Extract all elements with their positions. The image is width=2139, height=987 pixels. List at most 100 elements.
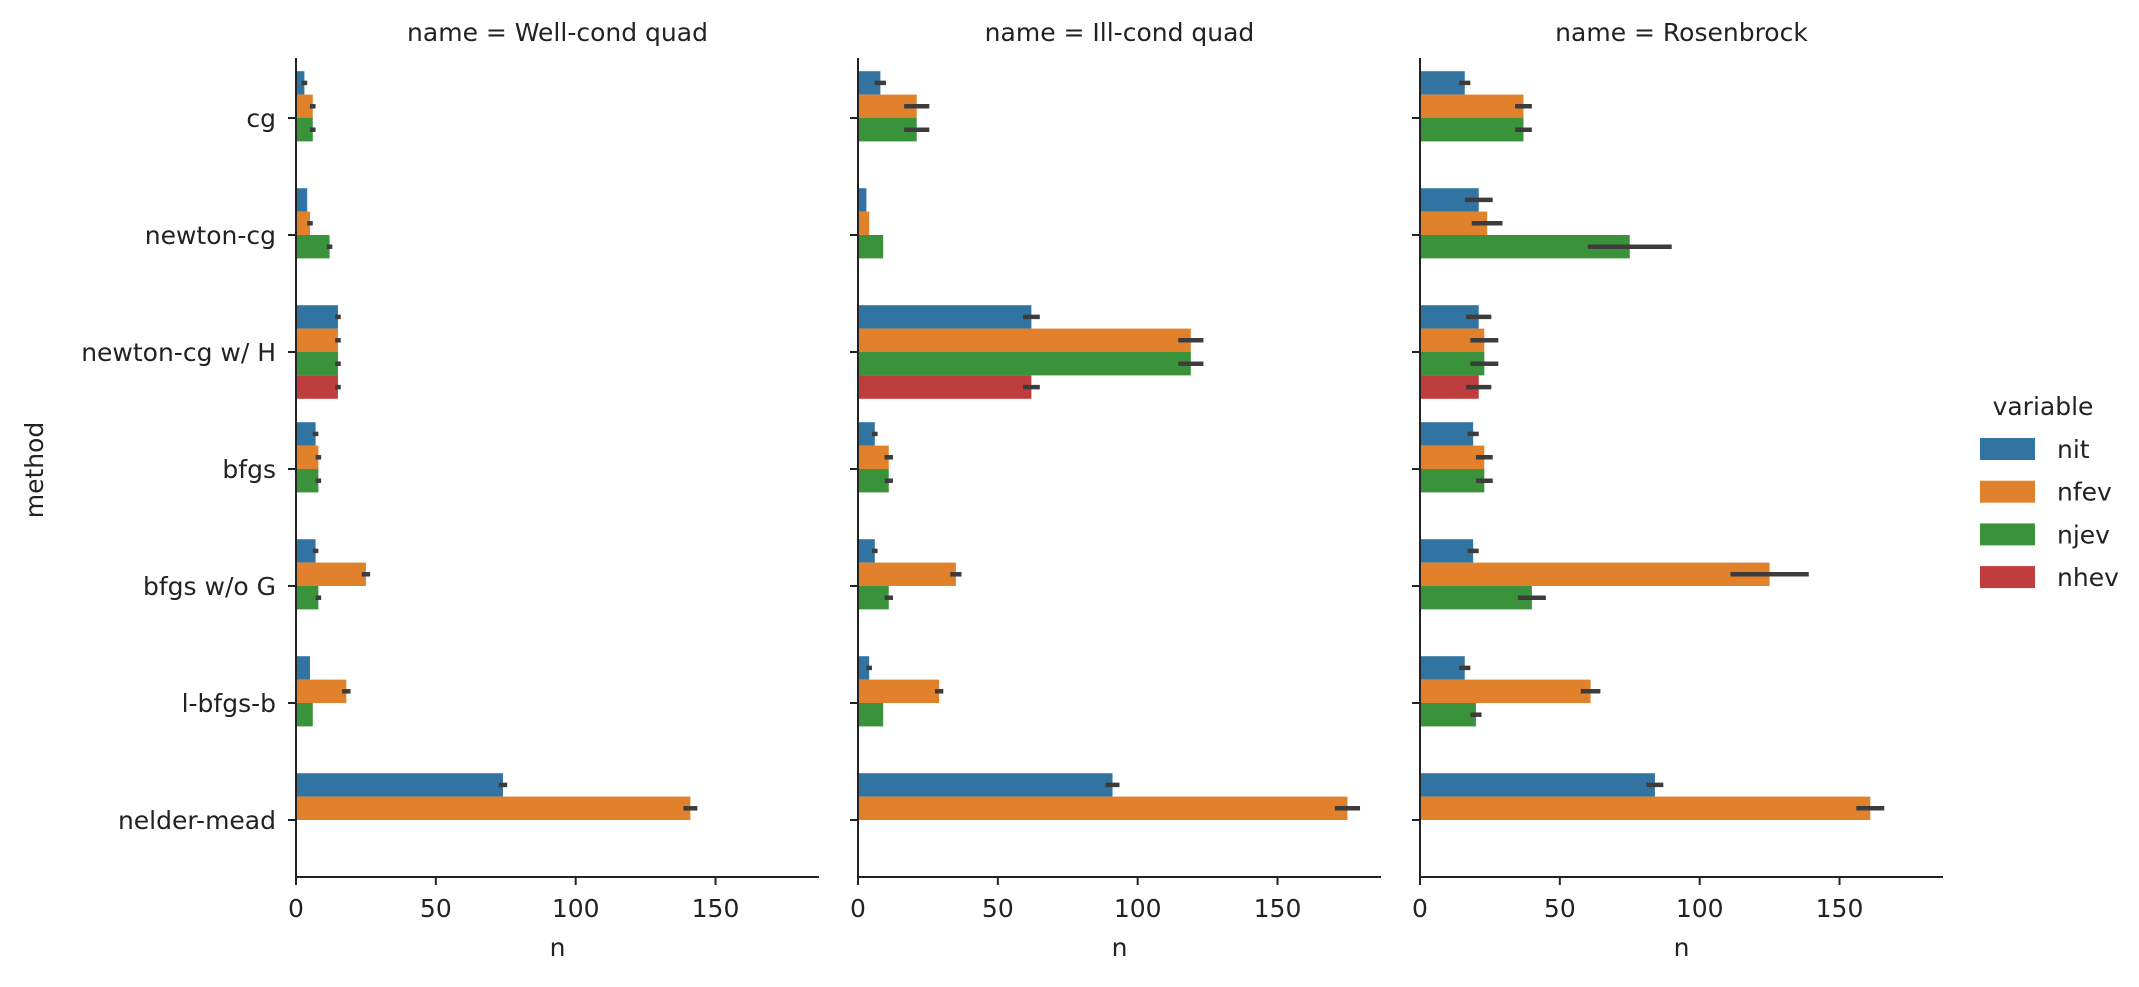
bar-nfev <box>296 328 338 352</box>
x-tick-label: 0 <box>850 894 866 923</box>
bar-njev <box>858 586 889 610</box>
bar-njev <box>296 703 313 727</box>
bar-nfev <box>296 679 347 703</box>
bar-nit <box>296 539 316 563</box>
bar-nfev <box>858 94 917 118</box>
bar-njev <box>296 235 330 259</box>
legend-label-njev: njev <box>2057 520 2110 549</box>
bar-nhev <box>296 375 338 399</box>
bar-njev <box>296 586 319 610</box>
legend-swatch-nhev <box>1980 566 2035 589</box>
bar-nit <box>296 422 316 446</box>
bar-nfev <box>1420 445 1485 469</box>
bar-nit <box>296 773 503 797</box>
bar-nfev <box>858 796 1348 820</box>
x-tick-label: 50 <box>982 894 1014 923</box>
legend-label-nit: nit <box>2057 435 2090 464</box>
bar-nfev <box>296 94 313 118</box>
bar-nit <box>296 188 308 212</box>
bar-nfev <box>858 211 870 235</box>
x-tick-label: 150 <box>1254 894 1302 923</box>
x-tick-label: 0 <box>288 894 304 923</box>
x-tick-label: 50 <box>1544 894 1576 923</box>
bar-nhev <box>1420 375 1479 399</box>
bar-nfev <box>296 211 310 235</box>
legend-swatch-nfev <box>1980 480 2035 503</box>
bar-nit <box>1420 656 1465 680</box>
bar-njev <box>296 118 313 142</box>
legend-swatch-njev <box>1980 523 2035 546</box>
legend-label-nfev: nfev <box>2057 478 2112 507</box>
bar-njev <box>296 352 338 376</box>
bar-nit <box>858 71 881 95</box>
facet-title: name = Ill-cond quad <box>985 18 1255 47</box>
bar-nhev <box>858 375 1032 399</box>
bar-nfev <box>858 562 956 586</box>
bar-njev <box>858 469 889 493</box>
y-tick-label: newton-cg <box>145 221 276 250</box>
y-tick-label: cg <box>246 104 276 133</box>
bar-nit <box>1420 188 1479 212</box>
bar-nit <box>858 656 870 680</box>
legend-title: variable <box>1993 392 2094 421</box>
bar-njev <box>858 118 917 142</box>
y-axis-label: method <box>20 422 49 519</box>
legend-label-nhev: nhev <box>2057 563 2119 592</box>
bar-njev <box>1420 703 1476 727</box>
x-axis-label: n <box>1112 933 1128 962</box>
bar-nit <box>1420 422 1474 446</box>
bar-nit <box>1420 773 1655 797</box>
bar-nfev <box>1420 796 1871 820</box>
bar-nfev <box>858 445 889 469</box>
bar-njev <box>858 235 884 259</box>
bar-njev <box>1420 586 1532 610</box>
x-axis-label: n <box>550 933 566 962</box>
x-tick-label: 100 <box>1676 894 1724 923</box>
y-tick-label: bfgs <box>222 455 276 484</box>
bar-nfev <box>296 796 691 820</box>
bar-njev <box>858 352 1191 376</box>
x-axis-label: n <box>1674 933 1690 962</box>
bar-njev <box>1420 118 1524 142</box>
x-tick-label: 150 <box>1816 894 1864 923</box>
bar-njev <box>1420 352 1485 376</box>
bar-nit <box>296 71 305 95</box>
bar-nfev <box>296 562 366 586</box>
bar-nit <box>296 305 338 329</box>
bar-nit <box>296 656 310 680</box>
bar-nit <box>1420 305 1479 329</box>
bar-njev <box>858 703 884 727</box>
bar-nit <box>858 188 867 212</box>
facet-title: name = Well-cond quad <box>407 18 708 47</box>
bar-nfev <box>1420 94 1524 118</box>
x-tick-label: 150 <box>692 894 740 923</box>
bar-nfev <box>858 328 1191 352</box>
bar-nfev <box>858 679 940 703</box>
bar-nfev <box>1420 562 1770 586</box>
bar-nit <box>1420 71 1465 95</box>
bar-nfev <box>1420 211 1488 235</box>
y-tick-label: l-bfgs-b <box>182 689 276 718</box>
y-tick-label: nelder-mead <box>118 806 276 835</box>
x-tick-label: 100 <box>552 894 600 923</box>
bar-nfev <box>1420 328 1485 352</box>
facet-title: name = Rosenbrock <box>1555 18 1808 47</box>
bar-njev <box>296 469 319 493</box>
bar-nit <box>858 773 1113 797</box>
bar-njev <box>1420 469 1485 493</box>
x-tick-label: 0 <box>1412 894 1428 923</box>
x-tick-label: 50 <box>420 894 452 923</box>
bar-nit <box>858 305 1032 329</box>
bar-njev <box>1420 235 1630 259</box>
x-tick-label: 100 <box>1114 894 1162 923</box>
bar-nit <box>858 422 875 446</box>
bar-nit <box>1420 539 1474 563</box>
legend-swatch-nit <box>1980 438 2035 460</box>
bar-nit <box>858 539 875 563</box>
bar-nfev <box>1420 679 1591 703</box>
bar-nfev <box>296 445 319 469</box>
y-tick-label: bfgs w/o G <box>143 572 276 601</box>
y-tick-label: newton-cg w/ H <box>81 338 276 367</box>
